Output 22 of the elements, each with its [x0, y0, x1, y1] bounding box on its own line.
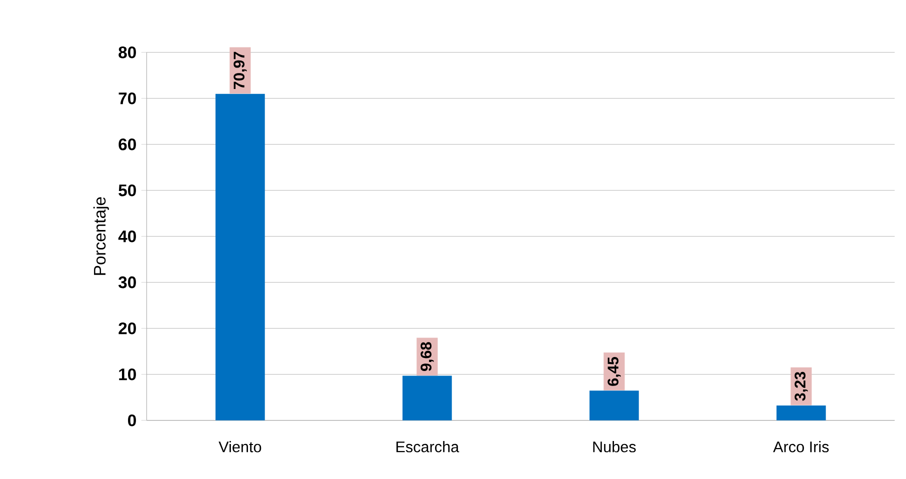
y-tick-label: 10: [119, 368, 136, 380]
y-tick-label: 70: [118, 92, 136, 104]
x-tick-label: Viento: [218, 441, 262, 452]
data-label: 70,97: [234, 52, 247, 89]
data-label: 3,23: [794, 372, 808, 401]
y-tick-label: 80: [118, 46, 136, 58]
y-tick-label: 30: [118, 276, 136, 288]
x-tick-label: Arco Iris: [773, 441, 829, 452]
x-tick-label: Escarcha: [396, 441, 460, 452]
bar: [402, 376, 452, 420]
bar: [776, 405, 826, 420]
y-tick-label: 40: [118, 230, 136, 242]
y-tick-label: 50: [118, 184, 136, 196]
x-tick-label: Nubes: [593, 441, 636, 452]
data-label: 6,45: [608, 356, 621, 386]
bar: [216, 94, 265, 420]
y-axis-title: Porcentaje: [93, 197, 109, 275]
bar: [590, 390, 639, 420]
y-tick-label: 0: [128, 414, 136, 426]
y-tick-label: 20: [118, 322, 136, 334]
y-tick-label: 60: [118, 138, 136, 150]
data-label: 9,68: [420, 342, 434, 372]
